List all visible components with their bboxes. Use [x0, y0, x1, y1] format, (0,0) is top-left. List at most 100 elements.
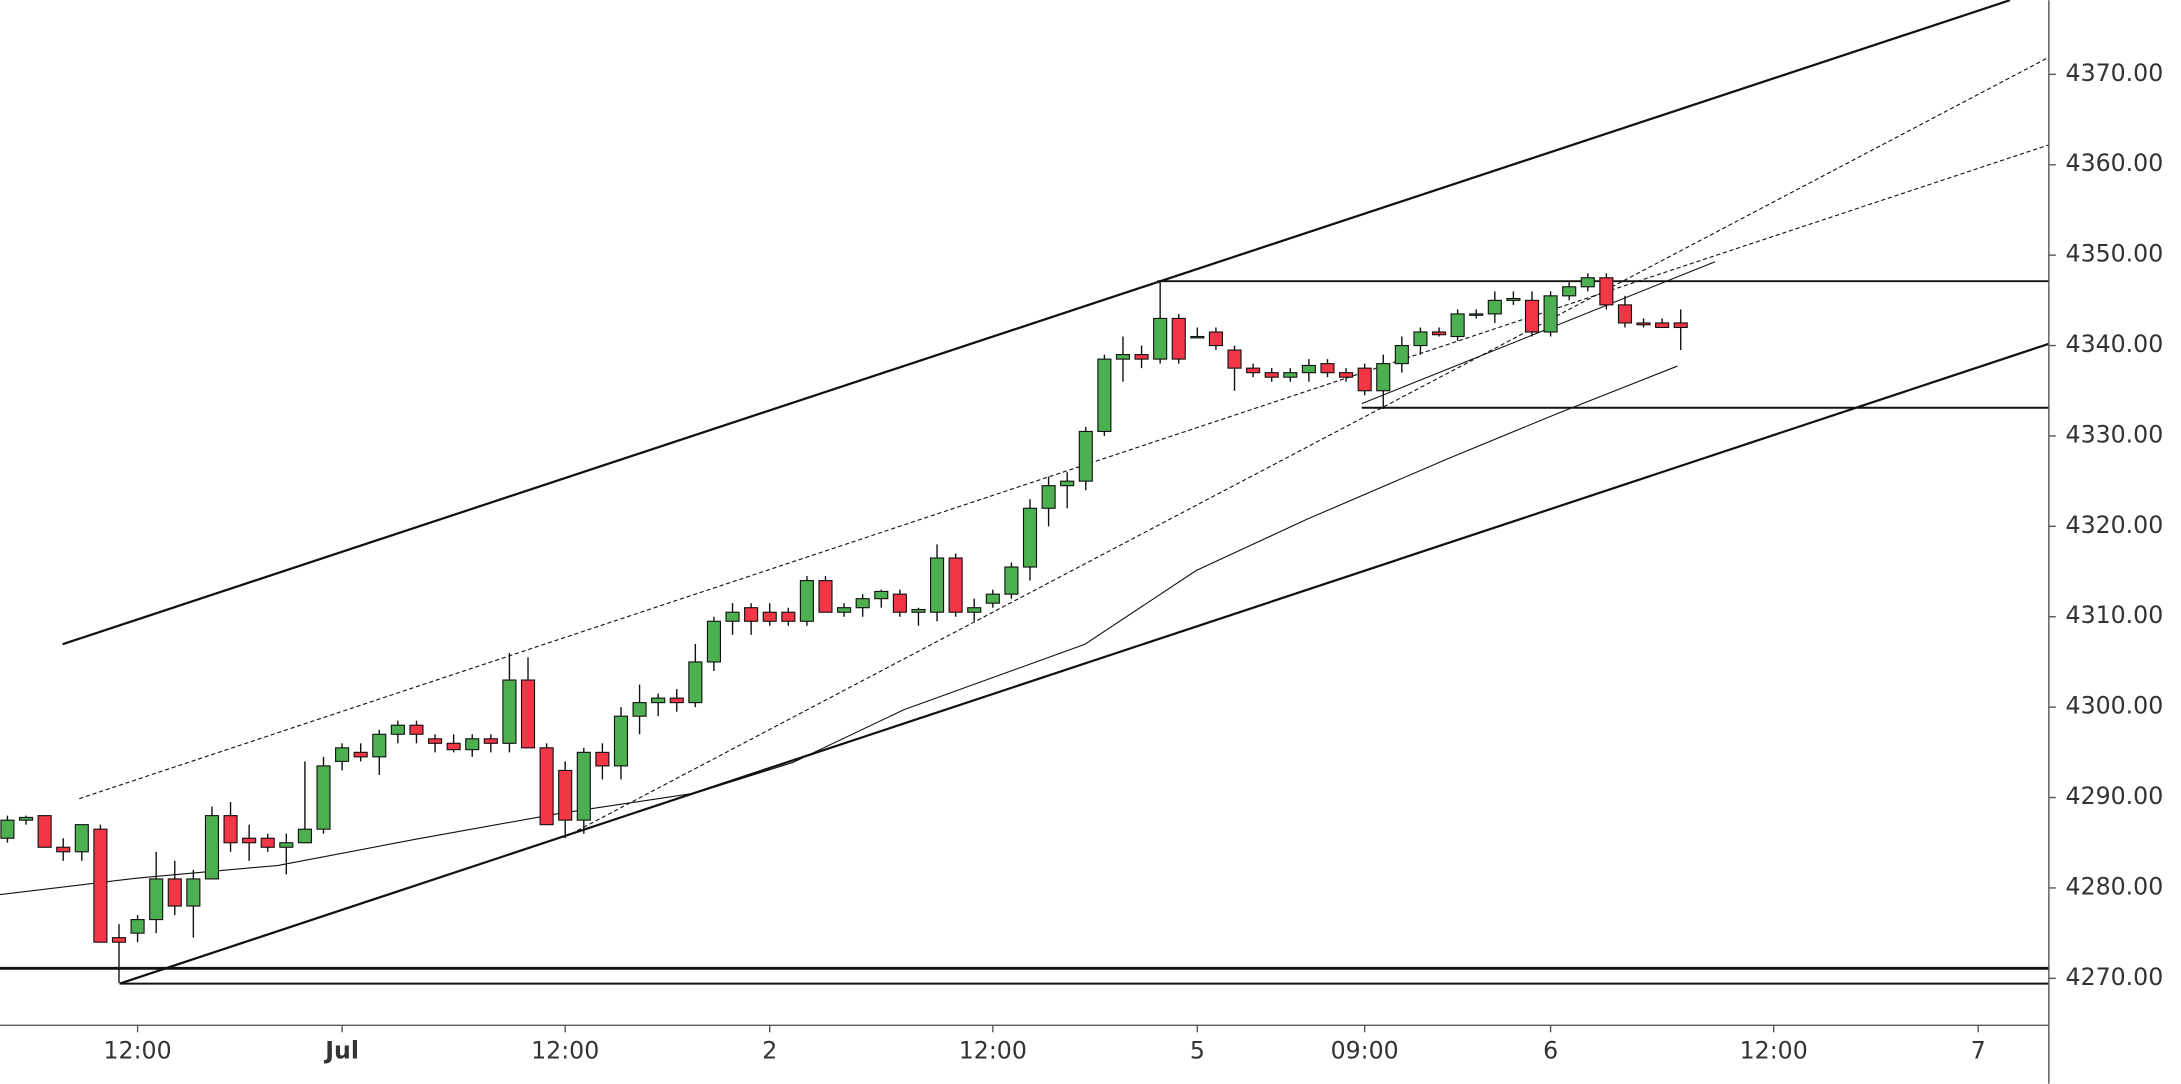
candle-body: [855, 598, 870, 609]
y-tick-label: 4360.00: [2066, 149, 2164, 177]
candle-body: [130, 919, 145, 934]
candle-body: [167, 878, 182, 907]
candle-body: [576, 751, 591, 821]
candle-body: [1524, 299, 1540, 333]
candle-body: [520, 679, 536, 749]
trend-line: [119, 342, 2050, 985]
candle-body: [111, 937, 127, 943]
candle-body: [279, 842, 294, 848]
candle-body: [37, 815, 52, 848]
candle-body: [260, 837, 275, 848]
x-tick-label: 2: [762, 1036, 777, 1064]
candle-body: [967, 607, 982, 613]
candle-body: [911, 608, 926, 613]
x-tick-label: 12:00: [531, 1036, 599, 1064]
candle-body: [390, 724, 405, 735]
candle-body: [372, 733, 387, 758]
candle-body: [1134, 354, 1149, 360]
candle-body: [1636, 322, 1651, 326]
candle-body: [316, 765, 331, 830]
candle-body: [799, 580, 814, 622]
candle-body: [948, 557, 963, 613]
candle-body: [1246, 367, 1261, 374]
y-tick-label: 4370.00: [2066, 59, 2164, 87]
candle-body: [1022, 507, 1038, 568]
candle-body: [1376, 363, 1391, 392]
candle-body: [1562, 286, 1577, 297]
candle-body: [1487, 299, 1502, 315]
candle-body: [1264, 372, 1279, 378]
candle-body: [74, 824, 89, 853]
candle-body: [1394, 344, 1409, 365]
candle-body: [1506, 297, 1521, 301]
candle-body: [1450, 313, 1465, 338]
candle-body: [1115, 354, 1131, 360]
x-tick-label: 7: [1971, 1036, 1986, 1064]
candle-body: [483, 738, 498, 744]
candle-body: [56, 846, 71, 853]
candle-body: [1171, 317, 1186, 360]
candle-body: [409, 724, 424, 735]
dashed-line: [79, 144, 2050, 800]
candle-body: [242, 837, 257, 844]
candle-body: [1208, 331, 1223, 347]
y-tick-label: 4340.00: [2066, 330, 2164, 358]
candle-body: [613, 715, 629, 767]
candle-body: [204, 815, 220, 880]
candle-body: [558, 769, 573, 821]
candle-body: [595, 751, 610, 767]
candle-body: [0, 819, 15, 839]
candle-body: [1469, 313, 1484, 316]
candle-body: [1301, 364, 1316, 374]
candle-body: [1283, 372, 1298, 378]
candle-body: [1320, 363, 1335, 374]
y-tick-label: 4280.00: [2066, 872, 2164, 900]
candle-body: [1413, 331, 1428, 347]
candle-body: [688, 661, 703, 704]
candle-body: [502, 679, 517, 744]
candle-body: [1617, 304, 1633, 324]
candle-body: [186, 878, 201, 907]
x-tick-label: 12:00: [1740, 1036, 1808, 1064]
trend-line: [1361, 261, 1716, 405]
candle-body: [149, 878, 164, 921]
candle-body: [1227, 349, 1242, 369]
candle-body: [892, 593, 907, 613]
x-tick-label: 12:00: [104, 1036, 172, 1064]
candle-body: [1431, 331, 1447, 336]
axes: 4270.00 4280.00 4290.00 4300.00 4310.00 4320.…: [104, 59, 2164, 1064]
y-tick-label: 4350.00: [2066, 240, 2164, 268]
candle-body: [1041, 485, 1056, 509]
candle-body: [837, 607, 852, 613]
x-tick-label: 09:00: [1331, 1036, 1399, 1064]
candle-body: [781, 611, 796, 622]
candle-body: [1599, 277, 1614, 306]
x-tick-label: 6: [1543, 1036, 1558, 1064]
candle-body: [335, 747, 350, 762]
y-tick-label: 4320.00: [2066, 511, 2164, 539]
y-tick-label: 4270.00: [2066, 963, 2164, 991]
candle-body: [1060, 480, 1075, 487]
candle-body: [93, 828, 108, 943]
x-tick-label: Jul: [323, 1036, 359, 1064]
candle-body: [1655, 322, 1670, 329]
moving-average: [0, 365, 1678, 896]
candle-body: [1673, 322, 1688, 329]
candle-body: [929, 557, 945, 613]
candle-body: [669, 697, 684, 704]
candle-body: [446, 742, 461, 751]
y-tick-label: 4300.00: [2066, 692, 2164, 720]
y-tick-label: 4290.00: [2066, 782, 2164, 810]
candle-body: [1339, 372, 1354, 378]
candle-body: [706, 620, 722, 663]
candle-body: [1357, 367, 1372, 392]
candle-body: [874, 590, 889, 600]
candle-body: [297, 828, 312, 844]
candle-body: [1078, 430, 1093, 482]
candle-body: [1097, 358, 1112, 432]
candle-body: [1580, 277, 1595, 288]
candle-body: [223, 815, 238, 844]
candle-body: [465, 738, 480, 751]
candle-body: [1153, 317, 1168, 360]
